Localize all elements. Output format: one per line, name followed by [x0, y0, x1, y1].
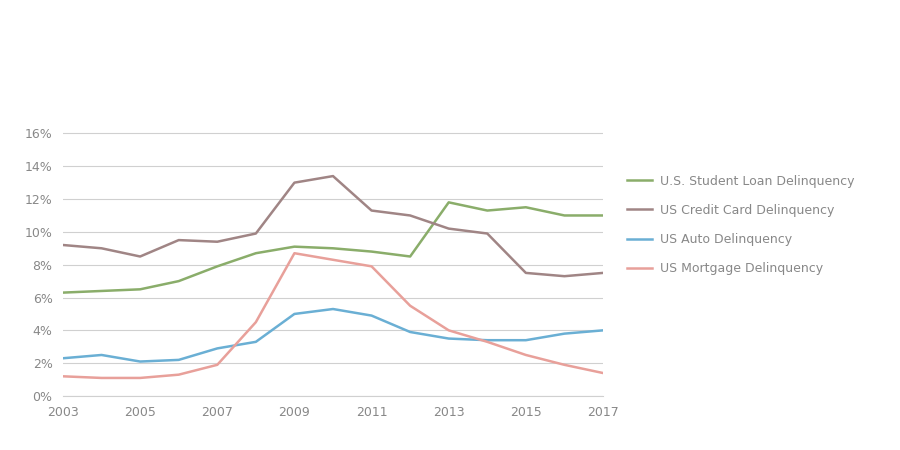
Legend: U.S. Student Loan Delinquency, US Credit Card Delinquency, US Auto Delinquency, : U.S. Student Loan Delinquency, US Credit…: [627, 175, 854, 275]
